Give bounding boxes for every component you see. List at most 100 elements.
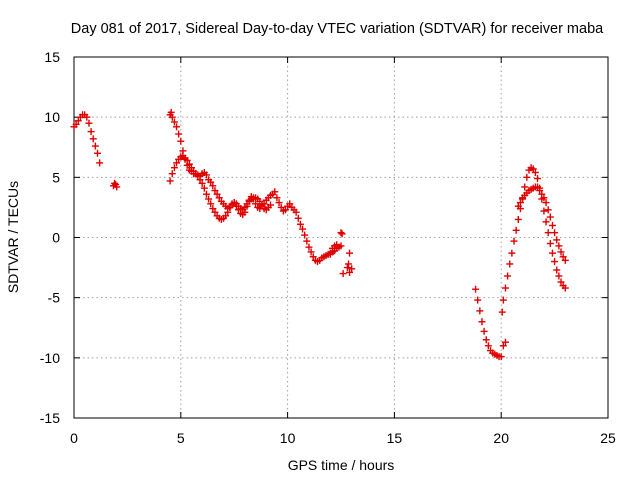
data-point	[89, 135, 97, 143]
data-point	[523, 173, 531, 181]
data-point	[338, 230, 346, 238]
data-point	[529, 165, 537, 173]
data-point	[200, 184, 208, 192]
y-tick-label: -15	[40, 410, 60, 426]
data-point	[96, 159, 104, 167]
y-tick-label: 15	[44, 49, 60, 65]
data-point	[167, 108, 175, 116]
y-tick-label: -5	[48, 290, 61, 306]
data-point	[551, 229, 559, 237]
data-point	[211, 208, 219, 216]
data-point	[267, 201, 275, 209]
data-point	[478, 318, 486, 326]
data-point	[207, 200, 215, 208]
data-point	[185, 160, 193, 168]
data-point	[544, 206, 552, 214]
data-point	[177, 137, 185, 145]
data-point	[93, 149, 101, 157]
data-point	[512, 226, 520, 234]
grid	[74, 57, 608, 418]
data-point	[544, 229, 552, 237]
data-point	[534, 175, 542, 183]
data-point	[241, 203, 249, 211]
data-point	[326, 250, 334, 258]
data-point	[183, 156, 191, 164]
data-point	[499, 342, 507, 350]
x-tick-label: 0	[70, 430, 78, 446]
data-point	[557, 248, 565, 256]
data-point	[170, 118, 178, 126]
data-point	[559, 253, 567, 261]
data-point	[501, 338, 509, 346]
data-point	[256, 197, 264, 205]
x-tick-label: 15	[387, 430, 403, 446]
data-point	[546, 213, 554, 221]
data-point	[292, 208, 300, 216]
data-point	[271, 188, 279, 196]
data-point	[542, 199, 550, 207]
x-axis-label: GPS time / hours	[288, 457, 395, 473]
data-point	[194, 172, 202, 180]
data-point	[498, 308, 506, 316]
data-point	[209, 205, 217, 213]
data-point	[548, 221, 556, 229]
data-point	[307, 248, 315, 256]
data-point	[555, 242, 563, 250]
data-point	[85, 119, 93, 127]
data-point	[87, 128, 95, 136]
data-point	[205, 195, 213, 203]
data-point	[546, 240, 554, 248]
data-point	[482, 336, 490, 344]
data-point	[166, 177, 174, 185]
data-point	[170, 164, 178, 172]
y-tick-label: 10	[44, 109, 60, 125]
data-point	[309, 253, 317, 261]
data-point	[83, 113, 91, 121]
data-point	[222, 212, 230, 220]
data-point	[111, 179, 119, 187]
x-tick-label: 10	[280, 430, 296, 446]
data-point	[215, 194, 223, 202]
data-point	[252, 200, 260, 208]
data-point	[499, 296, 507, 304]
data-point	[548, 249, 556, 257]
data-point	[555, 272, 563, 280]
data-point	[540, 207, 548, 215]
data-point	[540, 194, 548, 202]
data-point	[497, 353, 505, 361]
data-point	[508, 249, 516, 257]
data-point	[337, 229, 345, 237]
data-point	[553, 236, 561, 244]
axis-ticks: 0 5 10 15 20 25 15 10 5 0 -5 -10 -15	[40, 49, 616, 446]
data-point	[198, 179, 206, 187]
data-point	[226, 203, 234, 211]
y-tick-label: 0	[52, 230, 60, 246]
data-point	[514, 202, 522, 210]
data-point	[202, 171, 210, 179]
x-tick-label: 25	[600, 430, 616, 446]
data-point	[213, 190, 221, 198]
data-point	[202, 190, 210, 198]
data-point	[281, 206, 289, 214]
data-point	[343, 264, 351, 272]
y-tick-label: -10	[40, 350, 60, 366]
data-point	[346, 268, 354, 276]
data-point	[224, 208, 232, 216]
data-point	[113, 183, 121, 191]
data-point	[333, 241, 341, 249]
data-point	[173, 159, 181, 167]
data-point	[275, 199, 283, 207]
data-point	[91, 142, 99, 150]
data-point	[339, 270, 347, 278]
data-point	[337, 242, 345, 250]
x-tick-label: 5	[177, 430, 185, 446]
data-point	[542, 218, 550, 226]
data-point	[538, 190, 546, 198]
data-point	[501, 284, 509, 292]
data-point	[209, 182, 217, 190]
data-marks	[70, 108, 569, 361]
data-point	[286, 200, 294, 208]
data-point	[348, 265, 356, 273]
data-point	[173, 123, 181, 131]
data-point	[277, 203, 285, 211]
